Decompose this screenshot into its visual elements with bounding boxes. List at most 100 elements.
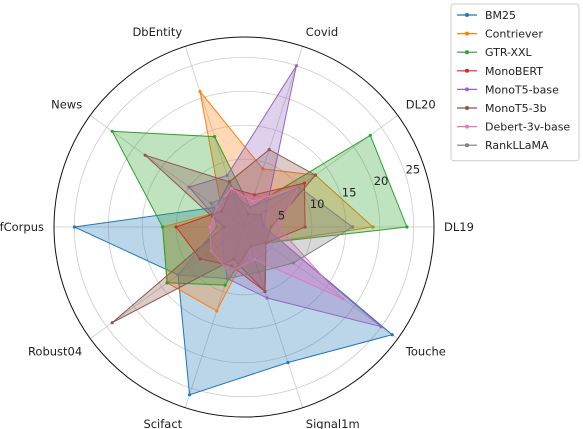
axis-label-signal1m: Signal1m bbox=[306, 417, 360, 429]
legend-marker-gtr-xxl bbox=[465, 50, 469, 55]
series-gtr-xxl bbox=[110, 129, 409, 287]
spoke-touche bbox=[243, 226, 398, 340]
data-point-monobert-nfcorpus bbox=[174, 225, 178, 229]
legend-box bbox=[450, 3, 580, 162]
legend-marker-debert-3v-base bbox=[465, 124, 469, 129]
legend-marker-monot5-3b bbox=[465, 106, 469, 110]
data-point-gtr-xxl-dl19 bbox=[405, 225, 409, 229]
legend-label-monobert: MonoBERT bbox=[485, 65, 543, 78]
legend-label-rankllama: RankLLaMA bbox=[485, 139, 549, 152]
axis-labels: DL19 DL20 Covid DbEntity News NfCorpus Robust0… bbox=[0, 25, 474, 429]
data-point-rankllama-signal1m bbox=[257, 270, 261, 274]
axis-label-dl19: DL19 bbox=[444, 220, 474, 234]
data-point-monobert-covid bbox=[252, 193, 257, 197]
data-point-gtr-xxl-dl20 bbox=[368, 133, 372, 137]
data-point-contriever-dl19 bbox=[371, 225, 375, 229]
data-point-monobert-dl20 bbox=[302, 181, 306, 185]
legend-label-debert-3v-base: Debert-3v-base bbox=[485, 121, 570, 134]
axis-label-dbentity: DbEntity bbox=[132, 25, 182, 39]
spoke-news bbox=[90, 114, 245, 228]
data-point-debert-3v-base-dbentity bbox=[229, 186, 233, 190]
data-point-monot5-3b-nfcorpus bbox=[222, 225, 226, 229]
legend-label-contriever: Contriever bbox=[485, 28, 543, 41]
data-point-monot5-base-signal1m bbox=[265, 296, 269, 300]
data-point-rankllama-dbentity bbox=[231, 193, 236, 197]
data-point-rankllama-dl19 bbox=[351, 225, 355, 229]
data-point-monot5-3b-touche bbox=[264, 241, 268, 245]
data-point-monot5-3b-news bbox=[143, 153, 147, 157]
legend-label-monot5-3b: MonoT5-3b bbox=[485, 102, 547, 115]
legend-marker-monot5-base bbox=[465, 87, 469, 92]
series-bm25 bbox=[72, 180, 394, 397]
data-point-monobert-dl19 bbox=[303, 225, 307, 229]
data-point-bm25-covid bbox=[246, 212, 250, 216]
data-point-rankllama-news bbox=[209, 201, 213, 205]
legend-marker-bm25 bbox=[465, 13, 469, 17]
data-point-monot5-3b-covid bbox=[267, 148, 271, 152]
data-point-debert-3v-base-scifact bbox=[227, 270, 231, 274]
data-point-gtr-xxl-dbentity bbox=[213, 135, 217, 139]
data-point-gtr-xxl-nfcorpus bbox=[161, 225, 165, 229]
axis-label-nfcorpus: NfCorpus bbox=[0, 220, 44, 234]
data-point-monot5-3b-robust04 bbox=[110, 321, 114, 325]
radial-tick-labels: 5 10 15 20 25 bbox=[278, 163, 420, 223]
legend-label-gtr-xxl: GTR-XXL bbox=[485, 46, 533, 59]
axis-label-dl20: DL20 bbox=[406, 97, 436, 111]
series-rankllama bbox=[176, 185, 355, 281]
legend-label-monot5-base: MonoT5-base bbox=[485, 83, 559, 96]
data-point-bm25-dl20 bbox=[258, 213, 263, 217]
data-point-monobert-robust04 bbox=[198, 257, 202, 261]
data-point-rankllama-dl20 bbox=[297, 185, 301, 189]
data-point-monobert-scifact bbox=[229, 264, 233, 268]
tick-label-20: 20 bbox=[374, 174, 389, 188]
axis-label-scifact: Scifact bbox=[143, 417, 182, 429]
data-point-monot5-base-dbentity bbox=[225, 173, 229, 177]
tick-label-25: 25 bbox=[406, 163, 421, 177]
data-point-monot5-base-robust04 bbox=[220, 241, 224, 245]
data-point-gtr-xxl-news bbox=[110, 129, 114, 133]
data-point-monot5-base-dl20 bbox=[264, 209, 268, 213]
data-point-monobert-news bbox=[220, 209, 224, 213]
series-debert-3v-base bbox=[208, 185, 345, 301]
tick-label-15: 15 bbox=[342, 186, 357, 200]
data-point-bm25-scifact bbox=[187, 393, 192, 397]
data-point-monot5-base-news bbox=[187, 185, 191, 189]
spoke-dl20 bbox=[243, 114, 398, 228]
data-point-rankllama-robust04 bbox=[176, 273, 180, 277]
data-point-monot5-3b-dl19 bbox=[269, 225, 273, 229]
data-point-monot5-base-covid bbox=[294, 64, 298, 68]
data-point-bm25-nfcorpus bbox=[72, 225, 76, 229]
spoke-signal1m bbox=[243, 226, 304, 408]
data-point-gtr-xxl-robust04 bbox=[165, 281, 169, 285]
legend-marker-rankllama bbox=[465, 143, 469, 148]
legend-marker-contriever bbox=[465, 31, 469, 36]
tick-label-10: 10 bbox=[310, 197, 325, 211]
spoke-covid bbox=[243, 46, 304, 228]
data-point-gtr-xxl-scifact bbox=[223, 283, 227, 287]
legend: BM25 Contriever GTR-XXL MonoBERT MonoT5-base… bbox=[450, 3, 580, 162]
data-point-rankllama-covid bbox=[248, 206, 252, 210]
axis-label-robust04: Robust04 bbox=[28, 345, 82, 359]
data-point-monot5-3b-scifact bbox=[231, 257, 236, 261]
legend-label-bm25: BM25 bbox=[485, 9, 516, 22]
data-point-contriever-dbentity bbox=[198, 89, 202, 94]
data-point-gtr-xxl-signal1m bbox=[248, 244, 252, 248]
data-point-debert-3v-base-signal1m bbox=[252, 257, 257, 261]
data-point-debert-3v-base-covid bbox=[250, 199, 254, 203]
legend-marker-monobert bbox=[465, 68, 469, 73]
series-monot5-3b bbox=[110, 148, 317, 325]
data-point-monot5-3b-signal1m bbox=[263, 289, 267, 294]
axis-label-touche: Touche bbox=[405, 345, 446, 359]
data-point-monot5-base-touche bbox=[379, 325, 383, 329]
data-point-rankllama-nfcorpus bbox=[215, 225, 219, 229]
data-point-rankllama-touche bbox=[291, 261, 295, 265]
data-point-debert-3v-base-news bbox=[215, 205, 219, 209]
data-point-debert-3v-base-nfcorpus bbox=[208, 225, 212, 229]
axis-label-covid: Covid bbox=[306, 25, 338, 39]
data-point-bm25-signal1m bbox=[286, 360, 290, 365]
data-point-debert-3v-base-touche bbox=[341, 297, 345, 301]
axis-label-news: News bbox=[51, 97, 82, 111]
data-point-rankllama-scifact bbox=[225, 277, 229, 281]
data-point-bm25-touche bbox=[390, 333, 394, 337]
